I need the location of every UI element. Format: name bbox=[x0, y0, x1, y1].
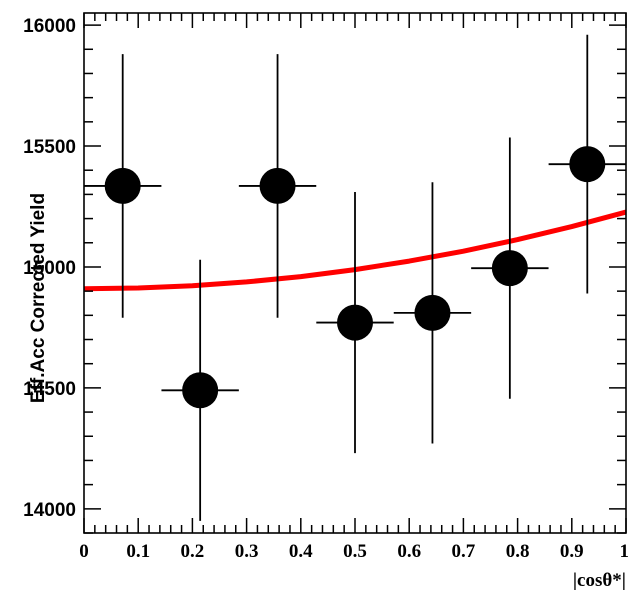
x-tick-label: 0.7 bbox=[452, 541, 476, 562]
data-point bbox=[104, 167, 141, 204]
x-tick-label: 0.4 bbox=[289, 541, 313, 562]
x-tick-label: 0.6 bbox=[397, 541, 421, 562]
x-axis-title: |cosθ*| bbox=[573, 570, 626, 591]
x-tick-label: 0.5 bbox=[343, 541, 367, 562]
data-point bbox=[337, 304, 373, 341]
y-tick-label: 14000 bbox=[23, 500, 76, 521]
data-point bbox=[414, 294, 451, 331]
x-tick-label: 0.9 bbox=[560, 541, 584, 562]
y-tick-label: 16000 bbox=[23, 16, 76, 37]
x-tick-label: 0.2 bbox=[181, 541, 205, 562]
data-points-layer bbox=[104, 146, 606, 409]
y-tick-label: 14500 bbox=[23, 379, 76, 400]
y-tick-label: 15000 bbox=[23, 258, 76, 279]
x-tick-label: 0.8 bbox=[506, 541, 530, 562]
y-axis-title: Eff.Acc Corrected Yield bbox=[28, 193, 49, 403]
data-point bbox=[259, 167, 296, 204]
x-tick-label: 0.1 bbox=[126, 541, 150, 562]
x-tick-label: 1 bbox=[620, 541, 630, 562]
x-tick-label: 0.3 bbox=[235, 541, 259, 562]
data-point bbox=[182, 372, 219, 409]
data-point bbox=[491, 250, 528, 287]
data-point bbox=[569, 146, 606, 183]
x-tick-label: 0 bbox=[79, 541, 89, 562]
y-tick-label: 15500 bbox=[23, 137, 76, 158]
axes-layer: 0 0.1 0.2 0.3 0.4 0.5 0.6 0.7 0.8 0.9 1 14000 14500 1… bbox=[23, 13, 629, 562]
